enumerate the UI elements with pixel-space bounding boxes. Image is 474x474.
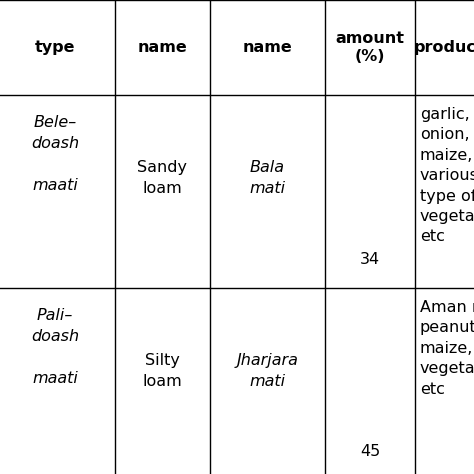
- Text: amount
(%): amount (%): [336, 31, 404, 64]
- Text: production: production: [413, 40, 474, 55]
- Text: name: name: [137, 40, 187, 55]
- Text: name: name: [243, 40, 292, 55]
- Text: 34: 34: [360, 253, 380, 267]
- Text: Bala
mati: Bala mati: [249, 160, 285, 196]
- Text: Sandy
loam: Sandy loam: [137, 160, 188, 196]
- Text: garlic,
onion,
maize,
various
type of
vegetables,
etc: garlic, onion, maize, various type of ve…: [420, 107, 474, 245]
- Text: Pali–
doash

maati: Pali– doash maati: [31, 308, 79, 386]
- Text: Aman rice,
peanut,
maize,
vegetable,
etc: Aman rice, peanut, maize, vegetable, etc: [420, 300, 474, 397]
- Text: Jharjara
mati: Jharjara mati: [237, 353, 299, 389]
- Text: Silty
loam: Silty loam: [143, 353, 182, 389]
- Text: type: type: [35, 40, 75, 55]
- Text: 45: 45: [360, 445, 380, 459]
- Text: Bele–
doash

maati: Bele– doash maati: [31, 115, 79, 193]
